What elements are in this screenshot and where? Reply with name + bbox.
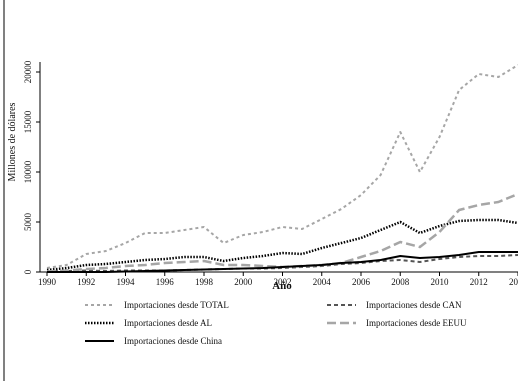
- series-line-al: [46, 218, 518, 272]
- x-tick-label: 2004: [313, 277, 332, 287]
- y-tick-label: 10000: [23, 160, 33, 183]
- legend: Importaciones desde TOTAL Importaciones d…: [85, 300, 467, 346]
- legend-label-can: Importaciones desde CAN: [366, 300, 462, 310]
- x-tick-label: 1994: [117, 277, 136, 287]
- x-tick-label: 2014: [509, 277, 518, 287]
- x-tick-label: 2006: [352, 277, 371, 287]
- x-tick-label: 1992: [77, 277, 95, 287]
- y-axis-title: Millones de dólares: [7, 102, 18, 181]
- x-tick-label: 1996: [156, 277, 175, 287]
- x-tick-label: 1998: [195, 277, 214, 287]
- x-tick-label: 2010: [431, 277, 450, 287]
- legend-label-china: Importaciones desde China: [124, 336, 222, 346]
- x-tick-label: 1990: [38, 277, 57, 287]
- y-tick-label: 20000: [23, 60, 33, 83]
- x-tick-label: 2008: [391, 277, 410, 287]
- legend-label-eeuu: Importaciones desde EEUU: [366, 318, 467, 328]
- series-line-total: [46, 64, 518, 269]
- legend-label-total: Importaciones desde TOTAL: [124, 300, 229, 310]
- y-tick-label: 15000: [23, 110, 33, 133]
- x-tick-label: 2002: [274, 277, 292, 287]
- x-axis-ticks: 1990 1992 1994 1996 1998 2000 2002 2004 2006 2008…: [38, 272, 518, 287]
- x-axis-title: Año: [272, 280, 292, 292]
- x-tick-label: 2000: [234, 277, 253, 287]
- legend-label-al: Importaciones desde AL: [124, 318, 212, 328]
- y-axis-ticks: 0 5000 10000 15000 20000: [23, 60, 40, 274]
- y-tick-label: 0: [23, 269, 33, 274]
- series-lines: [46, 64, 518, 273]
- series-line-can: [46, 254, 518, 273]
- series-line-china: [47, 251, 518, 273]
- series-line-eeuu: [46, 192, 518, 273]
- y-tick-label: 5000: [23, 213, 33, 232]
- x-tick-label: 2012: [470, 277, 488, 287]
